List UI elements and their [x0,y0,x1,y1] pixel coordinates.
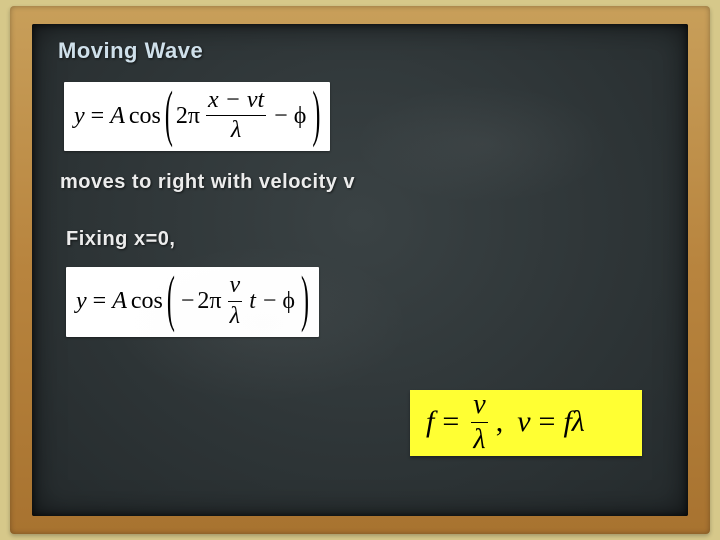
eq2-neg: − [181,289,195,313]
eq1-2pi: 2π [176,104,200,128]
text-fixing-x0: Fixing x=0, [66,228,662,251]
hl-comma: , [496,405,504,439]
eq2-frac-den: λ [228,304,242,329]
eq1-frac-num: x − vt [206,88,266,113]
hl-frac-den: λ [471,425,487,454]
eq2-equals: = [93,289,107,313]
eq2-cos: cos [131,289,163,313]
eq1-A: A [110,104,125,128]
eq2-2pi: 2π [197,289,221,313]
eq1-equals: = [91,104,105,128]
eq1-lparen: ( [165,84,173,146]
chalkboard: Moving Wave y = A cos ( 2π x − vt λ − ϕ [32,24,688,516]
eq2-lparen: ( [167,270,175,332]
hl-flambda: fλ [563,405,584,439]
eq1-frac-den: λ [229,118,243,143]
eq2-y: y [76,289,87,313]
eq2-fraction: v λ [228,273,243,328]
eq2-rparen: ) [301,270,309,332]
eq2-A: A [112,289,127,313]
eq1-minus-phi: − ϕ [274,104,306,128]
eq1-fraction: x − vt λ [206,88,266,143]
eq2-t: t [249,289,256,313]
eq1-cos: cos [129,104,161,128]
hl-fraction: v λ [471,390,487,454]
chalkboard-frame: Moving Wave y = A cos ( 2π x − vt λ − ϕ [10,6,710,534]
text-moves-right: moves to right with velocity v [60,171,662,194]
hl-frac-num: v [471,390,487,419]
eq2-minus-phi: − ϕ [263,289,295,313]
hl-eq1: = [442,405,459,439]
eq1-y: y [74,104,85,128]
slide-title: Moving Wave [58,38,662,64]
equation-1-box: y = A cos ( 2π x − vt λ − ϕ ) [64,82,662,151]
highlight-frequency-box: f = v λ , v = fλ [410,390,642,456]
hl-eq2: = [539,405,556,439]
hl-f: f [426,405,434,439]
hl-v: v [517,405,530,439]
equation-2-box: y = A cos ( − 2π v λ t − ϕ ) [66,267,662,336]
eq2-frac-num: v [228,273,243,298]
eq1-rparen: ) [312,84,320,146]
